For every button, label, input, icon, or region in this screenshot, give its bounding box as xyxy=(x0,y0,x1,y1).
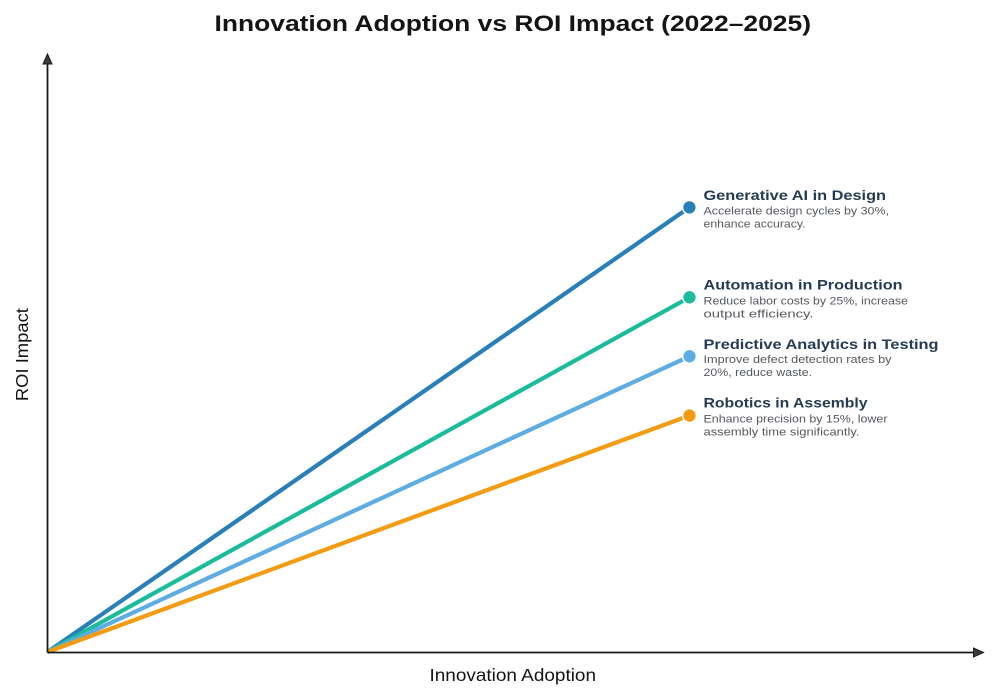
svg-text:Robotics in Assembly: Robotics in Assembly xyxy=(704,395,868,411)
svg-text:Generative AI in Design: Generative AI in Design xyxy=(704,187,887,203)
svg-text:Accelerate design cycles by 30: Accelerate design cycles by 30%, xyxy=(704,206,890,218)
svg-text:Innovation Adoption: Innovation Adoption xyxy=(430,665,597,685)
svg-text:assembly time significantly.: assembly time significantly. xyxy=(704,427,860,439)
svg-text:20%, reduce waste.: 20%, reduce waste. xyxy=(704,367,813,379)
svg-text:Enhance precision by 15%, lowe: Enhance precision by 15%, lower xyxy=(704,414,888,426)
svg-text:enhance accuracy.: enhance accuracy. xyxy=(704,219,806,231)
svg-text:ROI Impact: ROI Impact xyxy=(12,308,32,401)
svg-text:Predictive Analytics in Testin: Predictive Analytics in Testing xyxy=(704,336,939,352)
svg-text:Improve defect detection rates: Improve defect detection rates by xyxy=(704,354,893,366)
svg-text:Reduce labor costs by 25%, inc: Reduce labor costs by 25%, increase xyxy=(704,296,909,308)
svg-text:Automation in Production: Automation in Production xyxy=(704,277,903,293)
svg-text:Innovation Adoption vs ROI Imp: Innovation Adoption vs ROI Impact (2022–… xyxy=(215,11,812,36)
svg-text:output efficiency.: output efficiency. xyxy=(704,309,814,321)
